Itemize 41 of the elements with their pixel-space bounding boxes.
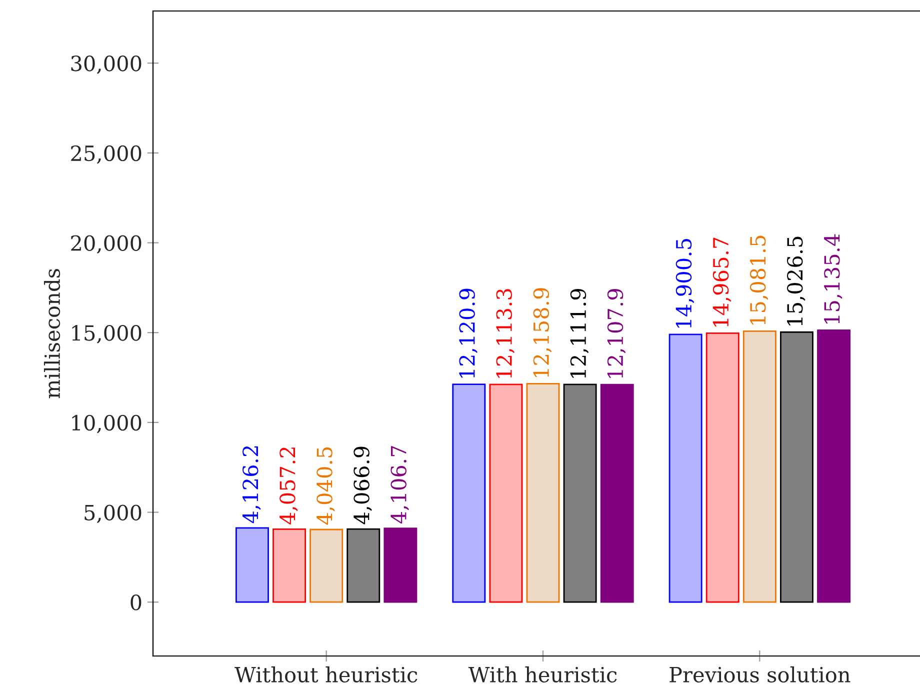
y-tick-label: 20,000 <box>71 235 142 254</box>
x-tick-label: Previous solution <box>670 666 850 683</box>
data-label: 12,120.9 <box>459 288 478 378</box>
bar <box>668 334 702 603</box>
data-label: 14,965.7 <box>712 238 732 327</box>
data-label: 12,113.3 <box>496 289 515 378</box>
bar <box>817 329 850 603</box>
data-label: 12,107.9 <box>607 289 626 378</box>
data-label: 15,135.4 <box>824 234 842 324</box>
y-tick-label: 0 <box>130 594 142 610</box>
bar <box>742 330 776 603</box>
data-label: 4,126.2 <box>242 446 261 524</box>
bar <box>384 528 418 603</box>
data-label: 4,040.5 <box>316 447 335 525</box>
bar <box>526 382 560 603</box>
data-label: 14,900.5 <box>676 239 694 328</box>
data-label: 12,158.9 <box>533 288 552 377</box>
bar <box>600 384 634 603</box>
y-tick-label: 5,000 <box>84 504 142 524</box>
bar <box>346 528 380 603</box>
y-axis-title: milliseconds <box>44 269 60 398</box>
bar <box>489 384 523 603</box>
bar <box>780 331 814 603</box>
bar <box>452 384 486 603</box>
x-tick-label: Without heuristic <box>234 666 418 683</box>
data-label: 12,111.9 <box>570 288 589 378</box>
x-tick-label: With heuristic <box>468 666 617 683</box>
y-tick-label: 30,000 <box>71 56 142 74</box>
bar <box>563 384 597 603</box>
bar <box>706 332 740 603</box>
data-label: 4,106.7 <box>390 446 410 524</box>
y-tick-label: 15,000 <box>72 325 142 344</box>
y-tick-label: 25,000 <box>71 145 142 164</box>
data-label: 4,066.9 <box>354 446 372 524</box>
bar <box>310 528 344 603</box>
y-tick-label: 10,000 <box>72 414 142 434</box>
bar <box>236 527 269 603</box>
data-label: 4,057.2 <box>280 448 298 524</box>
bar <box>272 528 306 603</box>
data-label: 15,026.5 <box>787 236 806 326</box>
data-label: 15,081.5 <box>750 236 768 324</box>
